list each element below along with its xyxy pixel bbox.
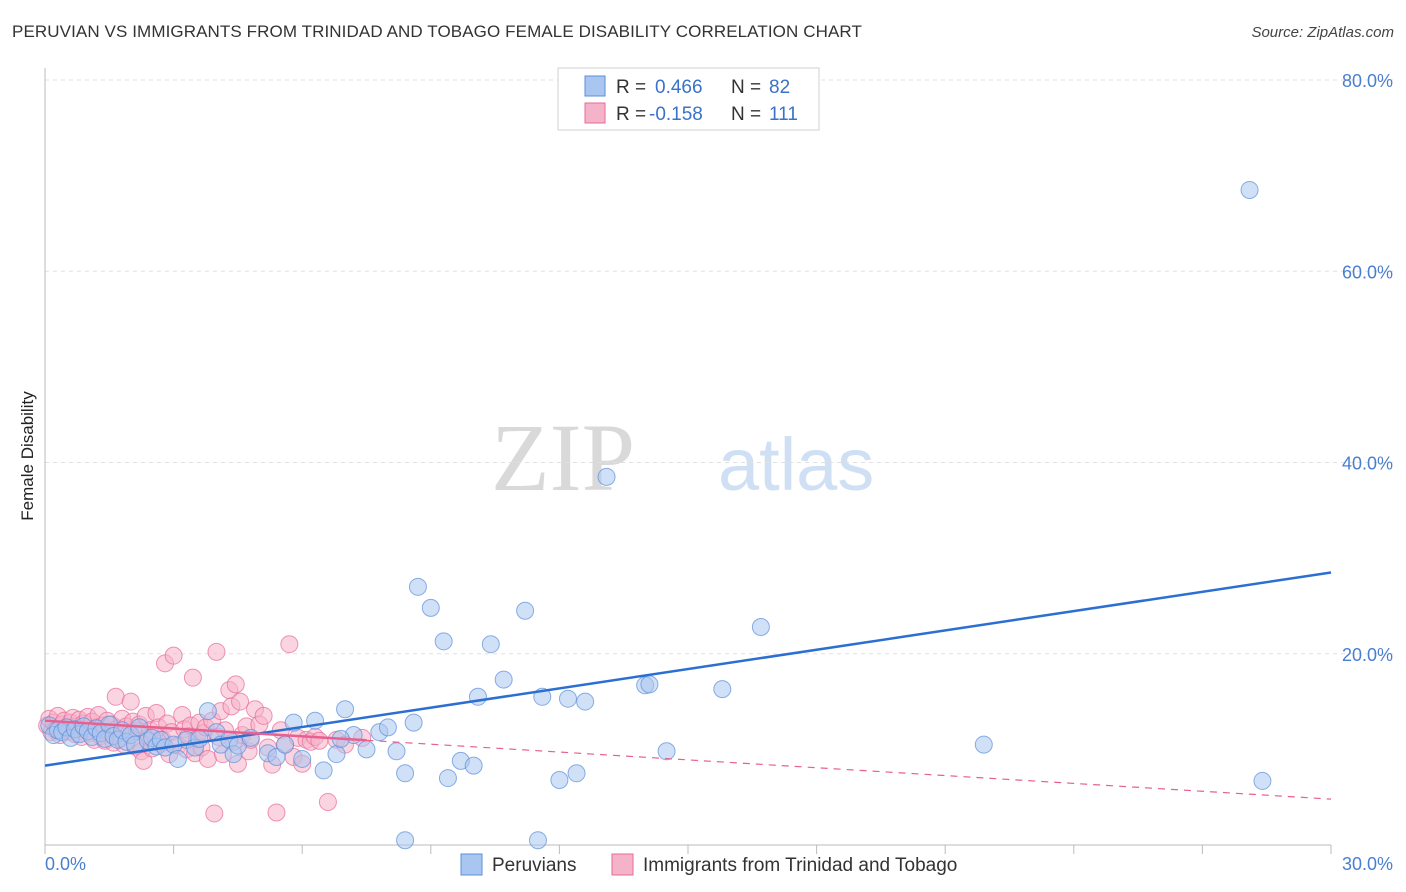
peruvian-point-57 bbox=[434, 632, 453, 651]
y-tick-label-60: 60.0% bbox=[1342, 262, 1393, 282]
trinidad-point-99 bbox=[280, 635, 299, 654]
peruvian-point-53 bbox=[396, 764, 415, 783]
peruvian-point-45 bbox=[314, 761, 333, 780]
gridlines bbox=[45, 79, 1393, 655]
trinidad-point-84 bbox=[226, 675, 245, 694]
bottom-legend-swatch-trinidad bbox=[611, 853, 634, 876]
peruvian-point-58 bbox=[438, 769, 457, 788]
legend-n-value-trinidad: 111 bbox=[769, 104, 798, 125]
y-axis-title: Female Disability bbox=[18, 391, 37, 521]
peruvian-point-46 bbox=[327, 745, 346, 764]
trinidad-point-66 bbox=[183, 668, 202, 687]
trinidad-point-32 bbox=[106, 687, 125, 706]
peruvian-point-72 bbox=[640, 675, 659, 694]
trinidad-point-106 bbox=[310, 731, 329, 750]
peruvian-point-76 bbox=[974, 735, 993, 754]
bottom-legend-label-peruvians: Peruvians bbox=[492, 855, 577, 876]
y-tick-label-40: 40.0% bbox=[1342, 454, 1393, 474]
peruvian-point-52 bbox=[387, 742, 406, 761]
peruvian-point-40 bbox=[267, 748, 286, 767]
series-peruvians-points bbox=[40, 180, 1272, 850]
legend-n-label-peruvians: N = bbox=[731, 77, 761, 98]
trinidad-point-75 bbox=[205, 804, 224, 823]
trend-line-trinidad-solid bbox=[44, 719, 367, 742]
peruvian-point-67 bbox=[550, 770, 569, 789]
peruvian-point-68 bbox=[558, 689, 577, 708]
chart-title: PERUVIAN VS IMMIGRANTS FROM TRINIDAD AND… bbox=[12, 22, 862, 41]
peruvian-point-32 bbox=[198, 702, 217, 721]
peruvian-point-31 bbox=[190, 729, 209, 748]
trinidad-point-59 bbox=[164, 646, 183, 665]
y-tick-label-80: 80.0% bbox=[1342, 71, 1393, 91]
x-tick-label-min: 0.0% bbox=[45, 854, 86, 874]
legend-n-value-peruvians: 82 bbox=[769, 77, 790, 98]
peruvian-point-62 bbox=[481, 635, 500, 654]
peruvian-point-78 bbox=[1253, 771, 1272, 790]
peruvian-point-70 bbox=[576, 692, 595, 711]
peruvian-point-55 bbox=[408, 577, 427, 596]
legend-n-label-trinidad: N = bbox=[731, 104, 761, 125]
peruvian-point-80 bbox=[396, 831, 415, 850]
peruvian-point-77 bbox=[1240, 180, 1259, 199]
y-tick-labels: 20.0% 40.0% 60.0% 80.0% bbox=[1342, 71, 1393, 665]
peruvian-point-28 bbox=[168, 749, 187, 768]
peruvian-point-47 bbox=[336, 700, 355, 719]
x-tick-label-max: 30.0% bbox=[1342, 854, 1393, 874]
peruvian-point-75 bbox=[751, 617, 770, 636]
peruvian-point-73 bbox=[657, 742, 676, 761]
bottom-legend-label-trinidad: Immigrants from Trinidad and Tobago bbox=[643, 855, 957, 876]
peruvian-point-74 bbox=[713, 680, 732, 699]
bottom-legend-swatch-peruvians bbox=[460, 853, 483, 876]
peruvian-point-49 bbox=[357, 740, 376, 759]
source-label: Source: ZipAtlas.com bbox=[1251, 24, 1394, 41]
legend-r-label-peruvians: R = bbox=[616, 77, 646, 98]
peruvian-point-63 bbox=[494, 670, 513, 689]
trend-line-trinidad-dashed bbox=[366, 739, 1332, 800]
trinidad-point-107 bbox=[318, 792, 337, 811]
trinidad-point-76 bbox=[207, 642, 226, 661]
peruvian-point-64 bbox=[516, 601, 535, 620]
peruvian-point-43 bbox=[293, 749, 312, 768]
peruvian-point-69 bbox=[567, 764, 586, 783]
legend-r-value-trinidad: -0.158 bbox=[649, 104, 703, 125]
peruvian-point-51 bbox=[378, 718, 397, 737]
peruvian-point-60 bbox=[464, 756, 483, 775]
x-ticks bbox=[44, 845, 1332, 854]
peruvian-point-41 bbox=[276, 735, 295, 754]
trinidad-point-39 bbox=[121, 692, 140, 711]
trinidad-point-96 bbox=[267, 803, 286, 822]
trinidad-point-45 bbox=[134, 751, 153, 770]
trinidad-point-93 bbox=[254, 706, 273, 725]
y-tick-label-20: 20.0% bbox=[1342, 645, 1393, 665]
peruvian-point-54 bbox=[404, 713, 423, 732]
watermark-atlas: atlas bbox=[718, 423, 874, 506]
legend-swatch-peruvians bbox=[584, 75, 606, 97]
legend-r-value-peruvians: 0.466 bbox=[655, 77, 703, 98]
watermark-zip: ZIP bbox=[491, 404, 635, 511]
peruvian-point-79 bbox=[597, 467, 616, 486]
peruvian-point-56 bbox=[421, 598, 440, 617]
bottom-legend: Peruvians Immigrants from Trinidad and T… bbox=[460, 853, 957, 876]
trinidad-point-86 bbox=[231, 692, 250, 711]
legend-swatch-trinidad bbox=[584, 102, 606, 124]
legend: R = 0.466 N = 82 R = -0.158 N = 111 bbox=[557, 67, 820, 131]
trend-lines bbox=[44, 571, 1332, 800]
legend-r-label-trinidad: R = bbox=[616, 104, 646, 125]
peruvian-point-65 bbox=[528, 831, 547, 850]
trend-line-peruvians bbox=[44, 571, 1332, 767]
